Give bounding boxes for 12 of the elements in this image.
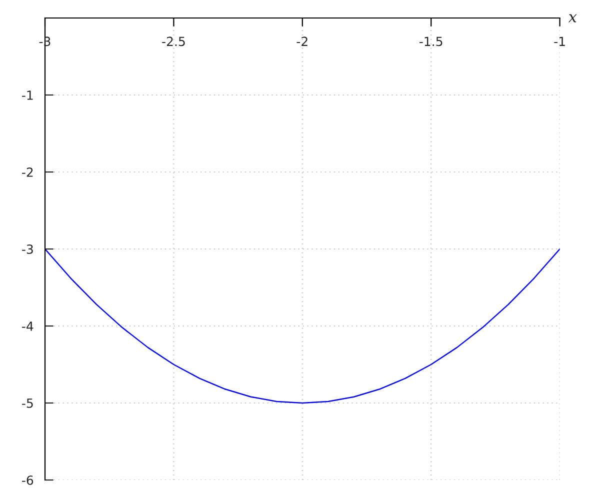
x-tick-label: -1 [554,36,565,46]
x-axis-title: x [568,14,577,22]
y-tick-label: -1 [22,90,33,100]
y-tick-label: -2 [22,167,33,177]
x-tick-label: -2 [296,36,308,46]
line-series [45,248,560,404]
x-tick-label: -2.5 [162,36,185,46]
y-tick-label: -5 [22,398,33,408]
y-tick-label: -4 [22,322,34,331]
x-tick-label: -1.5 [420,36,442,46]
y-tick-label: -6 [22,475,34,485]
y-tick-label: -3 [22,244,33,254]
